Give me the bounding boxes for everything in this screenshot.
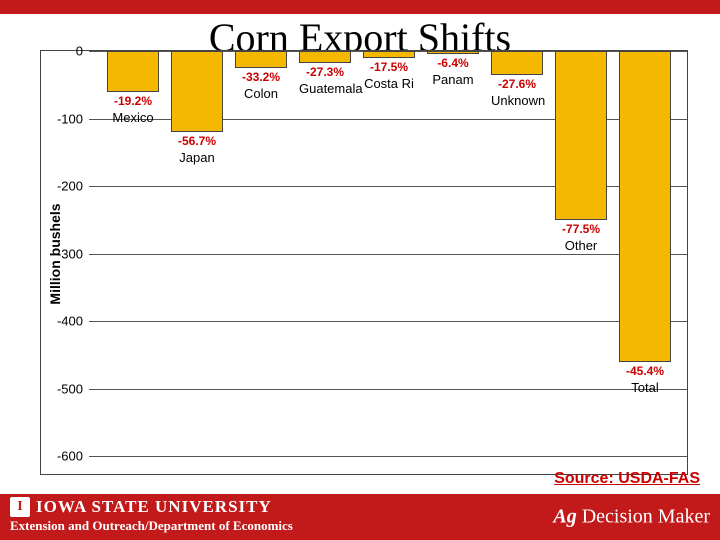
university-logo-icon: I [10, 497, 30, 517]
gridline [89, 389, 687, 390]
department-line: Extension and Outreach/Department of Eco… [10, 518, 293, 534]
bar-category-label: Guatemala [299, 81, 351, 96]
y-tick-label: -500 [57, 381, 89, 396]
bar-category-label: Costa Ri [363, 76, 415, 91]
adm-ag: Ag [553, 506, 576, 528]
y-tick-label: -600 [57, 449, 89, 464]
bar-pct-label: -33.2% [235, 70, 287, 84]
bar-category-label: Other [555, 238, 607, 253]
bar-category-label: Mexico [107, 110, 159, 125]
bar-rect [107, 51, 159, 92]
gridline [89, 254, 687, 255]
source-label: Source: USDA-FAS [554, 470, 700, 488]
bar-category-label: Colon [235, 86, 287, 101]
y-tick-label: -300 [57, 246, 89, 261]
bar-rect [171, 51, 223, 132]
gridline [89, 456, 687, 457]
bar-category-label: Panam [427, 72, 479, 87]
bar-pct-label: -17.5% [363, 60, 415, 74]
bar-pct-label: -27.3% [299, 65, 351, 79]
bar-category-label: Total [619, 380, 671, 395]
bar-pct-label: -77.5% [555, 222, 607, 236]
bar-category-label: Unknown [491, 93, 543, 108]
y-tick-label: -200 [57, 179, 89, 194]
bar-rect [427, 51, 479, 54]
top-red-rule [0, 0, 720, 14]
plot-area: Million bushels 0-100-200-300-400-500-60… [89, 51, 687, 456]
university-brand: I IOWA STATE UNIVERSITY [10, 497, 272, 517]
bar-pct-label: -6.4% [427, 56, 479, 70]
university-name: IOWA STATE UNIVERSITY [36, 497, 272, 517]
gridline [89, 321, 687, 322]
bar-rect [555, 51, 607, 220]
bar-pct-label: -56.7% [171, 134, 223, 148]
bar-rect [235, 51, 287, 68]
bar-pct-label: -45.4% [619, 364, 671, 378]
bar-rect [491, 51, 543, 75]
ag-decision-maker: Ag Decision Maker [553, 506, 710, 529]
y-tick-label: -100 [57, 111, 89, 126]
y-tick-label: 0 [76, 44, 89, 59]
adm-rest: Decision Maker [577, 506, 710, 528]
footer-bar: I IOWA STATE UNIVERSITY Extension and Ou… [0, 494, 720, 540]
bar-rect [619, 51, 671, 362]
bar-pct-label: -27.6% [491, 77, 543, 91]
bar-rect [299, 51, 351, 63]
bar-category-label: Japan [171, 150, 223, 165]
bar-pct-label: -19.2% [107, 94, 159, 108]
slide: Corn Export Shifts Million bushels 0-100… [0, 0, 720, 540]
y-tick-label: -400 [57, 314, 89, 329]
chart-area: Million bushels 0-100-200-300-400-500-60… [40, 50, 688, 475]
bar-rect [363, 51, 415, 58]
